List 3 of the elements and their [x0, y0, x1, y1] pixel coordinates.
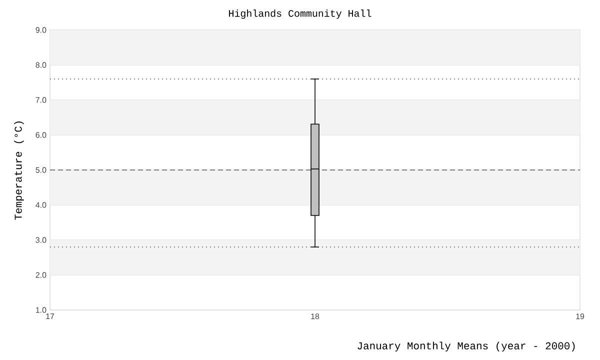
x-axis-title: January Monthly Means (year - 2000) — [358, 342, 575, 352]
y-axis-title: Temperature (°C) — [14, 122, 24, 220]
chart-title: Highlands Community Hall — [229, 10, 372, 19]
